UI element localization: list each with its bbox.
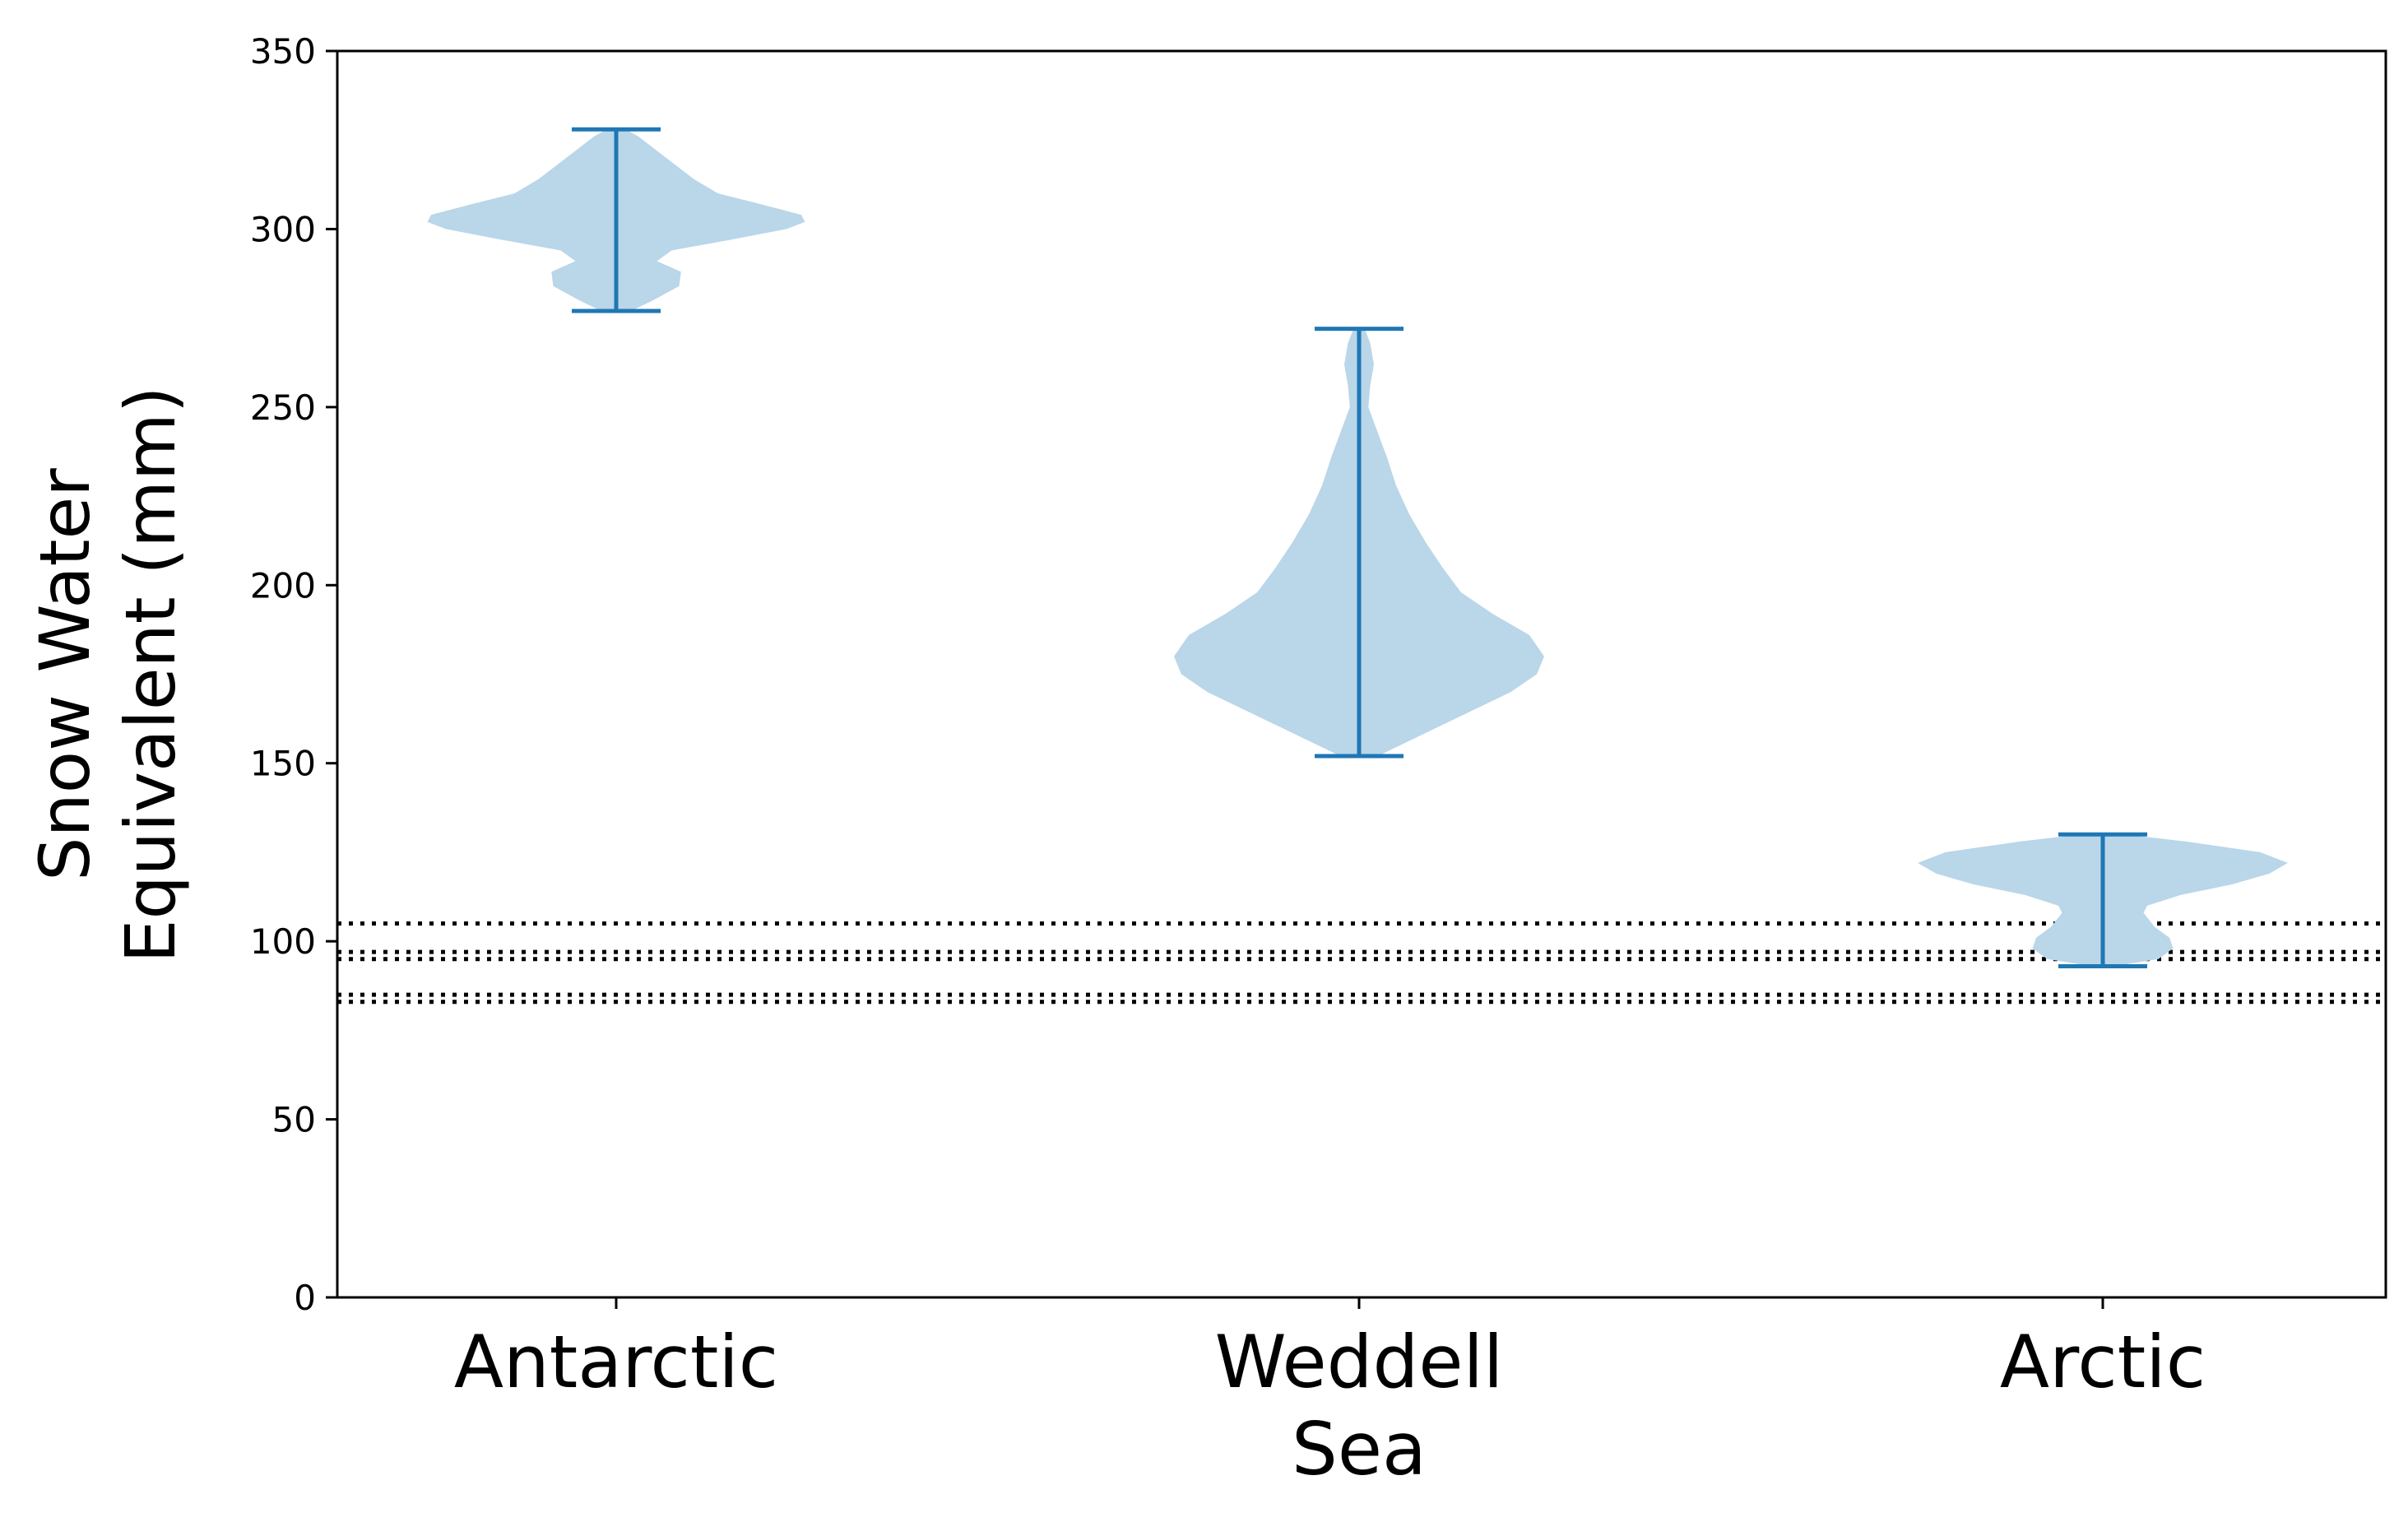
y-tick-label: 100 [250, 921, 316, 962]
violin-1 [1174, 327, 1544, 759]
plot-frame [336, 49, 2387, 1299]
y-tick-label: 350 [250, 31, 316, 72]
y-tick-label: 300 [250, 209, 316, 249]
y-tick-label: 200 [250, 565, 316, 606]
y-axis-title: Snow WaterEquivalent (mm) [25, 386, 191, 963]
x-tick-label: Antarctic [454, 1320, 778, 1404]
y-tick-label: 150 [250, 744, 316, 784]
y-tick-label: 0 [294, 1278, 316, 1318]
violin-0 [427, 127, 805, 313]
y-tick-label: 50 [272, 1100, 316, 1140]
y-tick-label: 250 [250, 387, 316, 428]
x-tick-label: Weddell Sea [1215, 1320, 1504, 1492]
violins [427, 127, 2288, 968]
x-tick-label: Arctic [2000, 1320, 2206, 1404]
y-axis-ticks: 0 50 100 150 200 250 300 350 [250, 31, 337, 1318]
violin-2 [1918, 832, 2288, 968]
x-axis-ticks: Antarctic Weddell Sea Arctic [454, 1297, 2206, 1492]
